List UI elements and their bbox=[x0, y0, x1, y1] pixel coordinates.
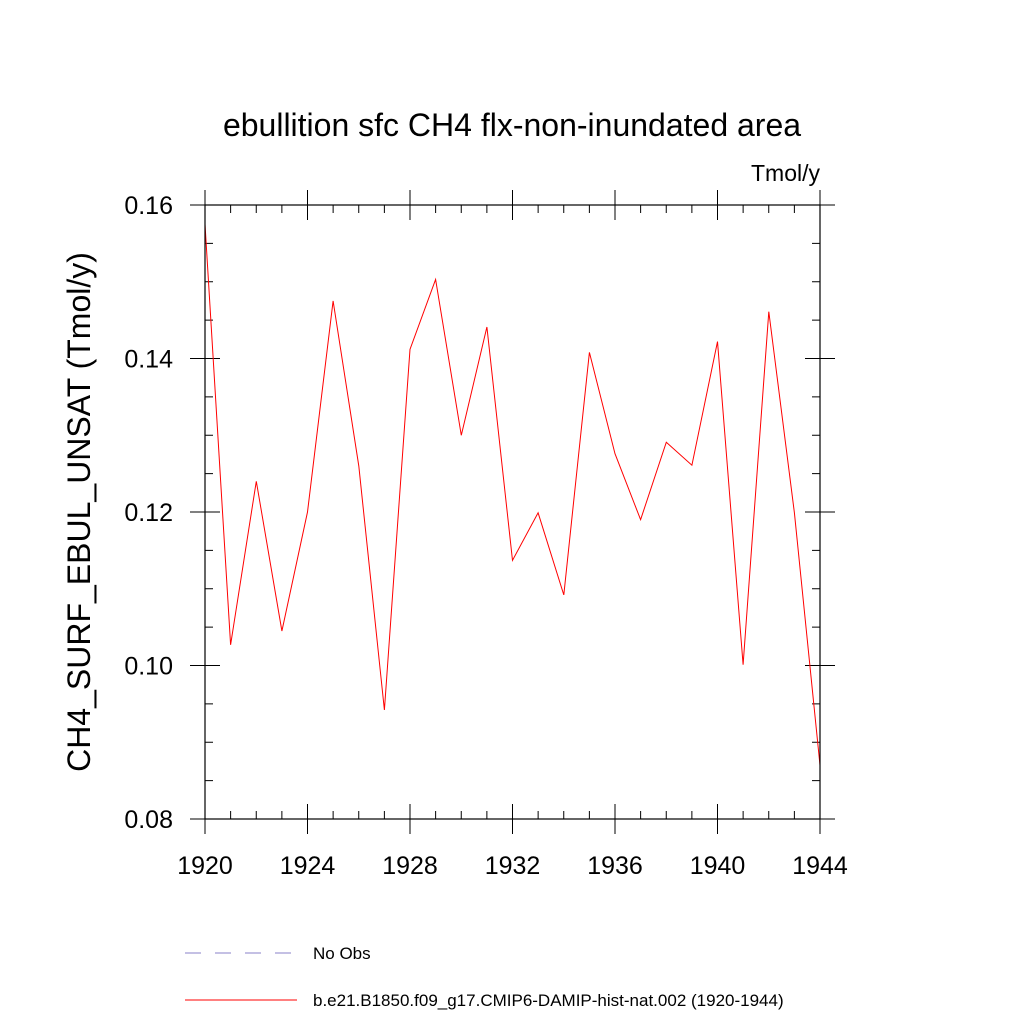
legend-label: b.e21.B1850.f09_g17.CMIP6-DAMIP-hist-nat… bbox=[313, 991, 784, 1010]
x-tick-label: 1932 bbox=[485, 852, 541, 880]
x-tick-label: 1936 bbox=[587, 852, 643, 880]
legend: No Obs b.e21.B1850.f09_g17.CMIP6-DAMIP-hi… bbox=[185, 944, 784, 1010]
y-tick-label: 0.12 bbox=[124, 499, 173, 527]
units-label: Tmol/y bbox=[751, 160, 821, 186]
x-tick-label: 1940 bbox=[690, 852, 746, 880]
x-tick-labels: 1920 1924 1928 1932 1936 1940 1944 bbox=[177, 852, 848, 880]
y-tick-label: 0.08 bbox=[124, 806, 173, 834]
series-line bbox=[204, 224, 821, 766]
x-tick-label: 1920 bbox=[177, 852, 233, 880]
plot-frame bbox=[204, 204, 821, 820]
y-tick-labels: 0.08 0.10 0.12 0.14 0.16 bbox=[124, 192, 173, 834]
axis-ticks bbox=[190, 190, 835, 834]
legend-label: No Obs bbox=[313, 944, 371, 963]
y-tick-label: 0.16 bbox=[124, 192, 173, 220]
x-tick-label: 1944 bbox=[792, 852, 848, 880]
x-tick-label: 1924 bbox=[280, 852, 336, 880]
y-tick-label: 0.10 bbox=[124, 653, 173, 681]
chart-title: ebullition sfc CH4 flx-non-inundated are… bbox=[223, 107, 801, 143]
y-tick-label: 0.14 bbox=[124, 346, 173, 374]
series-layer bbox=[204, 224, 821, 766]
x-tick-label: 1928 bbox=[382, 852, 438, 880]
y-axis-label: CH4_SURF_EBUL_UNSAT (Tmol/y) bbox=[61, 252, 97, 772]
